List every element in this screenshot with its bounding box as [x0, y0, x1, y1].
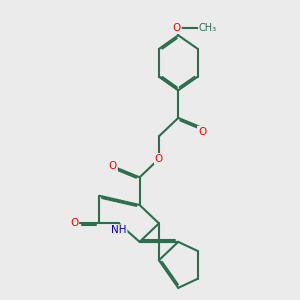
Text: NH: NH	[111, 225, 127, 235]
Text: O: O	[155, 154, 163, 164]
Text: CH₃: CH₃	[199, 23, 217, 33]
Text: O: O	[109, 161, 117, 171]
Text: O: O	[172, 23, 181, 33]
Text: O: O	[70, 218, 78, 228]
Text: O: O	[198, 127, 206, 136]
